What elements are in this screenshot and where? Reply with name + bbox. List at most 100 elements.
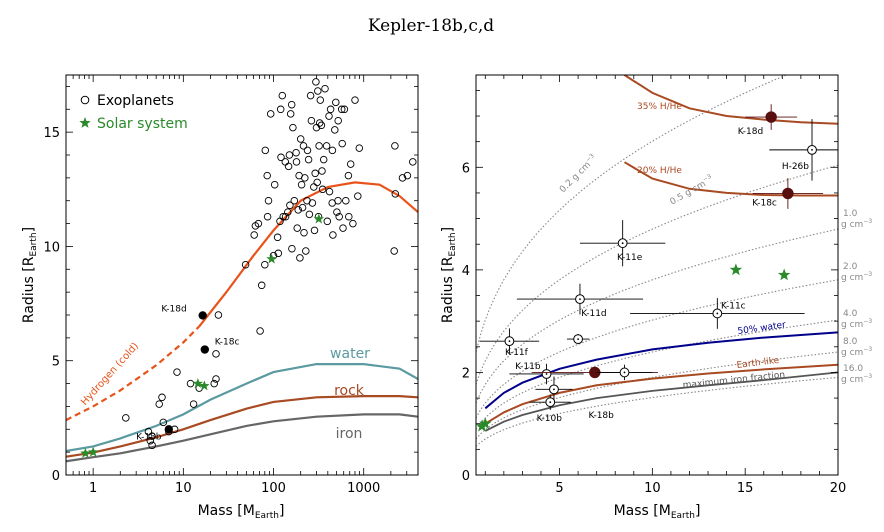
solar-system-star xyxy=(266,253,277,264)
left-curve-label: Hydrogen (cold) xyxy=(79,341,141,408)
exoplanet-point xyxy=(285,151,294,159)
composition-curve xyxy=(484,331,838,410)
composition-curve xyxy=(623,75,838,125)
planet-point-center xyxy=(811,148,813,151)
exoplanet-point xyxy=(284,162,293,171)
planet-label: H-26b xyxy=(782,162,809,172)
exoplanet-point xyxy=(254,219,263,228)
exoplanet-point xyxy=(325,187,334,196)
exoplanet-point xyxy=(250,231,258,239)
right-y-axis-label-sub: Earth xyxy=(448,232,458,256)
exoplanet-point xyxy=(298,203,307,212)
density-edge-unit-sup: −3 xyxy=(863,271,872,278)
left-x-tick-label: 1 xyxy=(89,481,97,496)
planet-point xyxy=(782,187,794,200)
exoplanet-point xyxy=(305,210,314,219)
density-edge-unit-main: g cm xyxy=(841,320,863,330)
exoplanet-point xyxy=(189,400,198,408)
exoplanet-point xyxy=(148,441,156,450)
right-ticks: 5 10 15 20 0 2 4 6 xyxy=(462,75,846,496)
left-curve-label: water xyxy=(330,346,370,362)
exoplanet-point xyxy=(342,196,350,205)
exoplanet-point xyxy=(310,226,319,235)
exoplanet-point xyxy=(122,414,130,422)
exoplanet-point xyxy=(403,171,412,180)
density-label-sup: −3 xyxy=(585,152,596,163)
kepler18-point xyxy=(200,345,210,354)
planet-point-center xyxy=(579,298,581,301)
exoplanet-point xyxy=(316,96,325,104)
exoplanet-point xyxy=(354,192,362,200)
exoplanet-point xyxy=(212,375,220,383)
exoplanet-point xyxy=(409,158,417,166)
left-y-axis-label-main: Radius [R xyxy=(21,256,37,323)
density-label-sup: −3 xyxy=(702,173,713,184)
left-model-curves xyxy=(66,181,418,463)
exoplanet-point xyxy=(308,199,317,207)
exoplanet-point xyxy=(300,228,308,237)
exoplanet-point xyxy=(144,427,153,436)
density-edge-label: 1.0 xyxy=(843,209,858,219)
exoplanet-point xyxy=(325,112,333,120)
left-x-tick-label: 10 xyxy=(175,481,192,496)
exoplanet-point xyxy=(257,281,266,290)
composition-curve-label: 20% H/He xyxy=(637,166,682,176)
solar-system-star xyxy=(729,263,743,276)
exoplanet-point xyxy=(351,96,359,104)
exoplanet-point xyxy=(304,155,313,164)
left-curve-water xyxy=(66,363,418,453)
right-y-tick-label: 0 xyxy=(462,469,470,484)
exoplanet-point xyxy=(321,84,329,93)
exoplanet-point xyxy=(146,436,155,445)
exoplanet-point xyxy=(390,247,398,255)
density-edge-unit: g cm−3 xyxy=(841,318,872,330)
exoplanet-point xyxy=(155,400,163,408)
exoplanet-point xyxy=(340,105,349,114)
exoplanet-point xyxy=(299,142,308,150)
kepler18-point xyxy=(164,425,173,434)
density-label-main: 0.5 g cm xyxy=(669,179,708,207)
figure-title: Kepler-18b,c,d xyxy=(368,16,494,36)
exoplanet-point xyxy=(313,178,321,187)
kepler18-label: K-18d xyxy=(161,304,186,314)
density-edge-label: 16.0 xyxy=(843,364,863,374)
density-edge-unit: g cm−3 xyxy=(841,271,872,283)
solar-system-star xyxy=(777,268,791,281)
right-y-tick-label: 4 xyxy=(462,264,470,279)
right-x-tick-label: 5 xyxy=(555,481,563,496)
density-labels: 0.2 g cm−30.5 g cm−31.0g cm−32.0g cm−34.… xyxy=(557,152,872,385)
planet-point-center xyxy=(716,312,719,315)
density-label: 0.2 g cm−3 xyxy=(557,152,600,195)
density-edge-label: 8.0 xyxy=(843,337,858,347)
planet-point-center xyxy=(553,388,555,391)
exoplanet-point xyxy=(292,148,300,157)
kepler18-point xyxy=(198,311,207,320)
exoplanet-point xyxy=(323,217,332,226)
left-x-tick-label: 100 xyxy=(261,481,286,496)
density-edge-unit: g cm−3 xyxy=(841,218,872,230)
kepler18-label: K-18b xyxy=(136,432,162,442)
planet-label: K-11c xyxy=(721,301,746,311)
exoplanet-point xyxy=(346,160,355,168)
left-legend: Exoplanets Solar system xyxy=(79,93,188,132)
density-edge-unit-sup: −3 xyxy=(863,346,872,353)
left-curve-hydrogen-solid xyxy=(198,181,418,328)
exoplanet-point xyxy=(349,219,357,228)
exoplanet-point xyxy=(290,196,299,205)
solar-system-star xyxy=(199,380,210,391)
exoplanet-point xyxy=(292,158,301,166)
density-edge-unit-main: g cm xyxy=(841,348,863,358)
exoplanet-point xyxy=(318,185,327,194)
planet-label: K-11b xyxy=(515,362,541,372)
right-x-axis-label-end: ] xyxy=(695,503,700,519)
planet-label: K-11e xyxy=(617,253,643,263)
legend-star-marker xyxy=(79,117,91,128)
solar-system-star xyxy=(192,378,204,389)
planet-point-center xyxy=(577,338,580,341)
exoplanet-point xyxy=(296,254,304,262)
exoplanet-point xyxy=(286,201,294,210)
legend-exoplanet-marker xyxy=(80,95,90,105)
exoplanet-point xyxy=(278,91,287,100)
right-y-tick-label: 2 xyxy=(462,366,470,381)
exoplanet-point xyxy=(279,212,287,221)
